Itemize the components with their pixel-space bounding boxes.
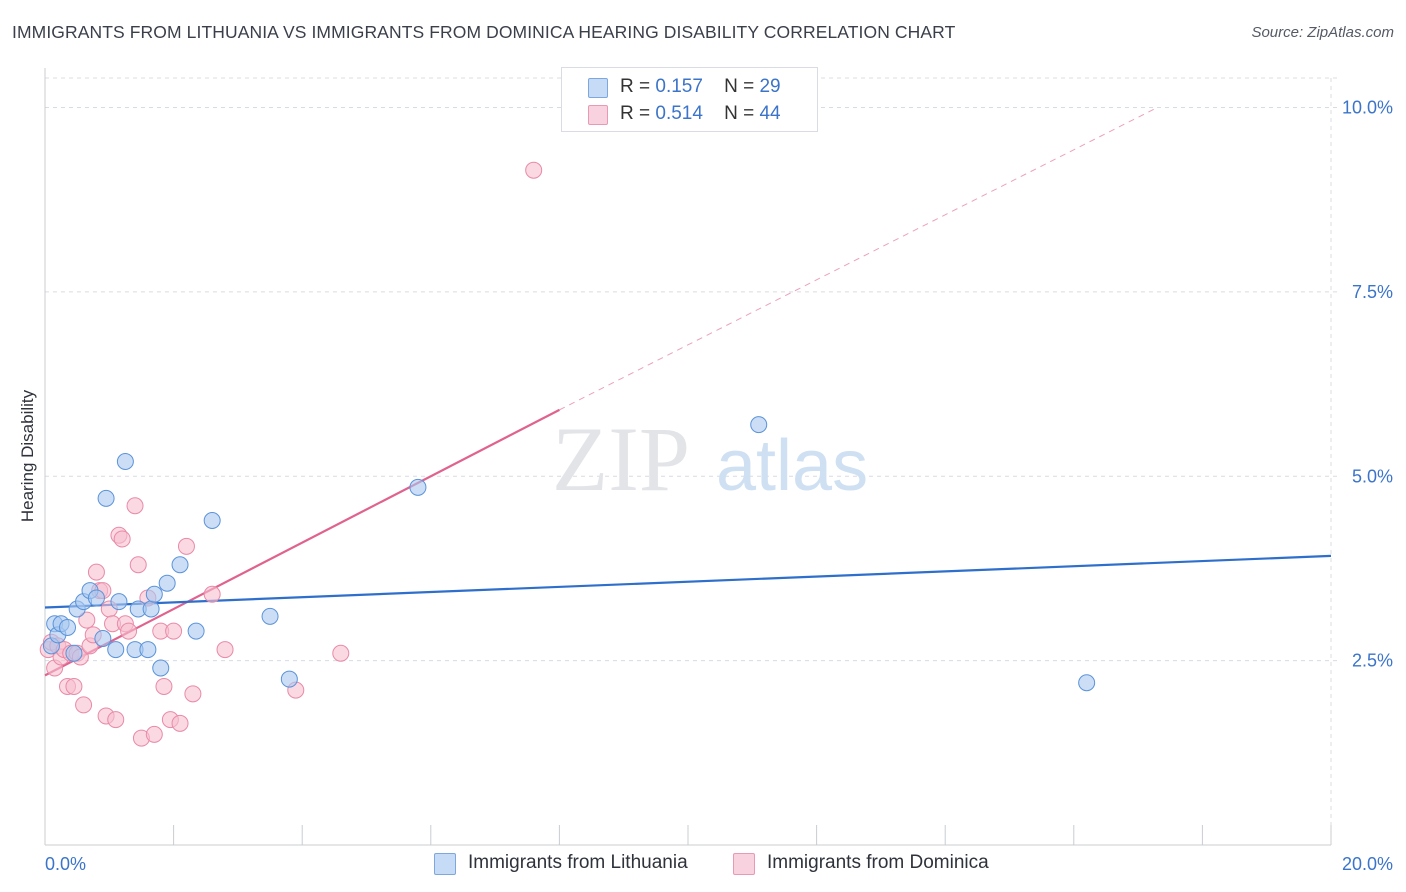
lithuania-point: [158, 574, 176, 592]
dominica-trend-extension: [559, 107, 1158, 411]
lithuania-point: [261, 607, 279, 625]
dominica-point: [145, 725, 163, 743]
dominica-point: [171, 714, 189, 732]
y-tick-label: 10.0%: [1342, 98, 1393, 118]
lithuania-point: [110, 593, 128, 611]
lithuania-point: [65, 644, 83, 662]
lithuania-point: [116, 453, 134, 470]
lithuania-point: [107, 641, 125, 659]
y-tick-label: 2.5%: [1352, 651, 1393, 671]
x-tick-label: 20.0%: [1342, 854, 1393, 874]
dominica-point: [107, 711, 125, 729]
dominica-point: [129, 556, 147, 574]
n-label: N =: [724, 103, 755, 124]
dominica-point: [165, 622, 183, 640]
dominica-point: [75, 696, 93, 714]
chart-title: IMMIGRANTS FROM LITHUANIA VS IMMIGRANTS …: [12, 22, 956, 42]
n-label: N =: [724, 76, 755, 97]
dominica-point: [177, 537, 195, 555]
correlation-legend: R = 0.157 N = 29 R = 0.514 N = 44: [561, 67, 818, 132]
dominica-point: [203, 585, 221, 603]
source-label: Source: ZipAtlas.com: [1251, 24, 1394, 41]
n-value: 44: [759, 103, 781, 124]
lithuania-point: [145, 585, 163, 603]
dominica-point: [525, 161, 543, 179]
lithuania-point: [59, 618, 77, 636]
lithuania-point: [142, 600, 160, 618]
lithuania-point: [750, 416, 768, 434]
lithuania-trend-line: [44, 554, 1332, 609]
lithuania-legend-swatch: [434, 853, 456, 875]
lithuania-point: [171, 556, 189, 574]
dominica-point: [120, 622, 138, 640]
dominica-swatch: [588, 105, 608, 125]
dominica-legend-swatch: [733, 853, 755, 875]
x-tick-label: 0.0%: [45, 854, 86, 874]
dominica-point: [216, 641, 234, 659]
legend-label-dominica: Immigrants from Dominica: [767, 852, 989, 873]
lithuania-point: [203, 512, 221, 529]
dominica-point: [113, 530, 131, 548]
dominica-point: [78, 611, 96, 629]
watermark-atlas: atlas: [716, 426, 868, 506]
dominica-point: [332, 644, 350, 662]
lithuania-point: [97, 489, 115, 507]
dominica-point: [155, 677, 173, 695]
lithuania-point: [94, 630, 112, 647]
r-value: 0.514: [655, 103, 703, 124]
legend-label-lithuania: Immigrants from Lithuania: [468, 852, 688, 873]
dominica-point: [87, 563, 105, 581]
dominica-point: [65, 677, 83, 695]
dominica-point: [184, 685, 202, 703]
y-tick-label: 7.5%: [1352, 282, 1393, 302]
lithuania-point: [409, 478, 427, 496]
r-value: 0.157: [655, 76, 703, 97]
lithuania-point: [187, 622, 205, 640]
dominica-point: [126, 497, 144, 515]
lithuania-point: [139, 641, 157, 659]
n-value: 29: [759, 76, 781, 97]
r-label: R =: [620, 76, 651, 97]
lithuania-point: [280, 670, 298, 688]
y-tick-label: 5.0%: [1352, 466, 1393, 486]
watermark-zip: ZIP: [552, 408, 690, 510]
lithuania-point: [87, 589, 105, 607]
lithuania-point: [1078, 674, 1096, 692]
lithuania-swatch: [588, 78, 608, 98]
lithuania-point: [152, 659, 170, 677]
r-label: R =: [620, 103, 651, 124]
